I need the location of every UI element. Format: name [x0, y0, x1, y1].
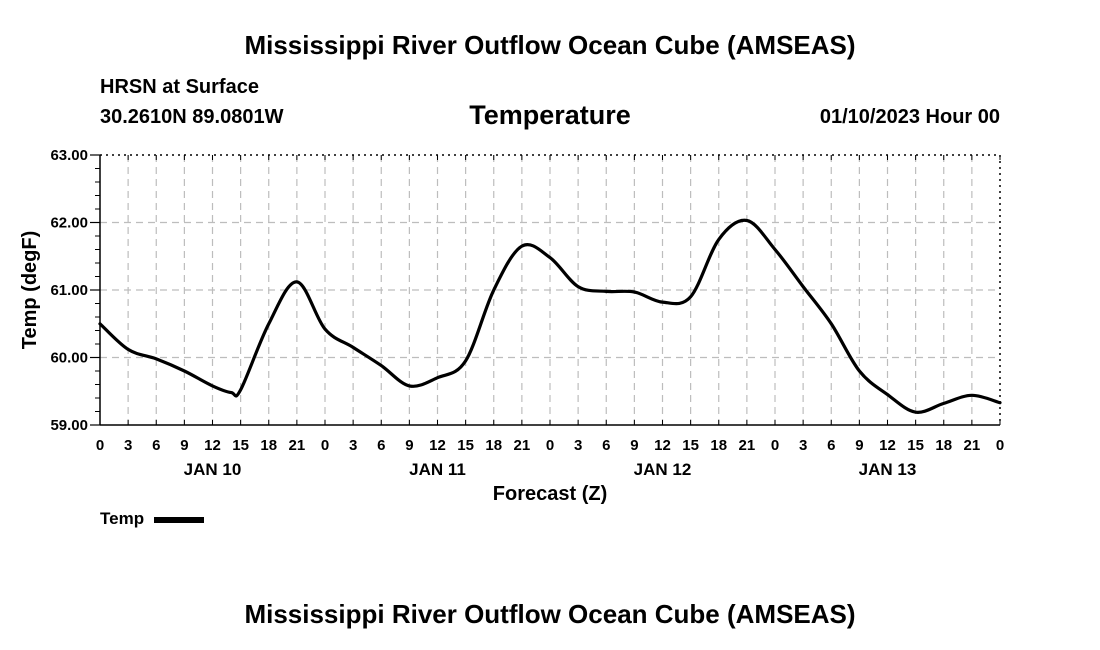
forecast-date-label: 01/10/2023 Hour 00 — [819, 106, 1000, 128]
legend-label: Temp — [100, 509, 145, 528]
footer-title: Mississippi River Outflow Ocean Cube (AM… — [244, 599, 856, 629]
x-tick-label: 3 — [799, 437, 807, 454]
x-tick-label: 18 — [710, 437, 727, 454]
x-tick-label: 0 — [96, 437, 104, 454]
chart-title: Temperature — [469, 100, 631, 130]
tick-labels: 0 3 6 9 12 15 18 21 0 3 6 9 12 15 18 21 0 3 6 9 12 15 18 21 0 3 6 9… — [50, 147, 1004, 479]
x-tick-label: 12 — [654, 437, 671, 454]
x-tick-label: 9 — [855, 437, 863, 454]
x-tick-label: 9 — [180, 437, 188, 454]
day-label: JAN 13 — [859, 460, 917, 479]
x-tick-label: 0 — [771, 437, 779, 454]
x-tick-label: 9 — [630, 437, 638, 454]
legend-swatch — [154, 517, 205, 523]
y-tick-label: 61.00 — [50, 282, 88, 299]
x-tick-label: 18 — [260, 437, 277, 454]
axes — [90, 154, 1001, 426]
series-layer — [98, 218, 1002, 414]
x-tick-label: 6 — [377, 437, 385, 454]
x-tick-label: 6 — [152, 437, 160, 454]
x-tick-label: 21 — [289, 437, 306, 454]
x-tick-label: 21 — [964, 437, 981, 454]
series-line-temp — [98, 218, 1002, 414]
x-tick-label: 18 — [485, 437, 502, 454]
x-tick-label: 9 — [405, 437, 413, 454]
y-tick-label: 63.00 — [50, 147, 88, 164]
y-tick-label: 62.00 — [50, 215, 88, 232]
x-tick-label: 3 — [124, 437, 132, 454]
x-tick-label: 12 — [879, 437, 896, 454]
x-tick-label: 0 — [996, 437, 1004, 454]
x-axis-label: Forecast (Z) — [493, 483, 607, 505]
day-label: JAN 12 — [634, 460, 692, 479]
legend: Temp — [100, 509, 205, 529]
x-tick-label: 3 — [574, 437, 582, 454]
x-tick-label: 18 — [935, 437, 952, 454]
x-tick-label: 15 — [682, 437, 699, 454]
grid — [100, 155, 1000, 425]
x-tick-label: 0 — [321, 437, 329, 454]
y-tick-label: 60.00 — [50, 350, 88, 367]
x-tick-label: 15 — [457, 437, 474, 454]
x-tick-label: 0 — [546, 437, 554, 454]
x-tick-label: 3 — [349, 437, 357, 454]
location-label: HRSN at Surface — [100, 76, 259, 98]
coordinates-label: 30.2610N 89.0801W — [100, 106, 284, 128]
day-label: JAN 11 — [409, 460, 466, 479]
x-tick-label: 6 — [602, 437, 610, 454]
x-tick-label: 15 — [907, 437, 924, 454]
x-tick-label: 12 — [204, 437, 221, 454]
page-title: Mississippi River Outflow Ocean Cube (AM… — [244, 30, 856, 60]
x-tick-label: 6 — [827, 437, 835, 454]
x-tick-label: 12 — [429, 437, 446, 454]
x-tick-label: 15 — [232, 437, 249, 454]
y-axis-label: Temp (degF) — [19, 231, 41, 350]
y-tick-label: 59.00 — [50, 417, 88, 434]
x-tick-label: 21 — [514, 437, 531, 454]
x-tick-label: 21 — [739, 437, 756, 454]
day-label: JAN 10 — [184, 460, 242, 479]
